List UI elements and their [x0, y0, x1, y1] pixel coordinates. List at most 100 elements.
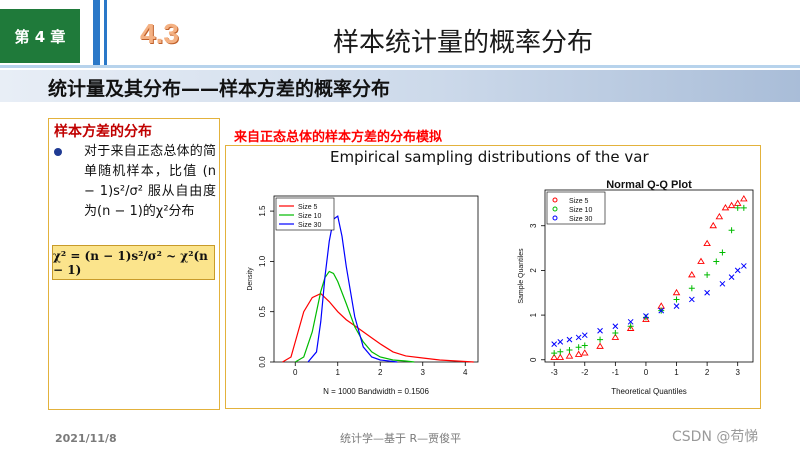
legend-swatch	[552, 215, 558, 221]
x-axis-label: N = 1000 Bandwidth = 0.1506	[323, 387, 429, 396]
header-rule	[0, 65, 800, 68]
left-body-text: 对于来自正态总体的简单随机样本，比值 (n − 1)s²/σ² 服从自由度为(n…	[84, 144, 216, 219]
legend-label: Size 10	[298, 213, 321, 220]
x-tick-label: -2	[581, 368, 589, 377]
slide-title: 样本统计量的概率分布	[333, 28, 594, 58]
series-point	[719, 280, 726, 287]
series-line	[294, 270, 415, 363]
series-point	[642, 315, 650, 323]
series-point	[688, 296, 695, 303]
series-point	[713, 258, 720, 265]
header-divider-bar-thin	[104, 0, 107, 65]
legend-label: Size 5	[298, 204, 318, 211]
x-tick-label: 0	[293, 368, 298, 377]
legend-swatch	[552, 197, 558, 203]
series-point	[721, 203, 730, 211]
series-point	[556, 353, 565, 360]
series-point	[566, 346, 573, 353]
series-point	[566, 336, 573, 343]
chapter-badge: 第 4 章	[0, 9, 80, 63]
legend-label: Size 30	[298, 222, 321, 229]
y-tick-label: 2	[529, 268, 538, 273]
legend-box	[275, 197, 335, 231]
series-line	[282, 292, 474, 363]
x-tick-label: 2	[705, 368, 710, 377]
footer-watermark: CSDN @苟悌	[672, 429, 759, 445]
series-point	[565, 352, 574, 359]
series-point	[597, 327, 603, 334]
y-tick-label: 0	[529, 357, 538, 362]
series-point	[673, 303, 680, 310]
qq-plot-title: Normal Q-Q Plot	[606, 179, 692, 191]
series-point	[626, 324, 635, 331]
x-tick-label: 1	[674, 368, 679, 377]
series-point	[740, 195, 748, 202]
series-point	[575, 334, 582, 341]
x-tick-label: 2	[378, 368, 383, 377]
y-axis-label: Density	[247, 267, 254, 291]
series-point	[727, 201, 736, 209]
y-tick-label: 1	[529, 312, 538, 317]
series-point	[704, 289, 710, 296]
series-point	[688, 271, 696, 278]
x-tick-label: 4	[463, 368, 468, 377]
series-point	[740, 204, 747, 211]
series-point	[703, 239, 711, 247]
density-chart: 0 1 2 3 4 0.0 0.5 1.0 1.5 N = 1000 Bandwidth = 0.…	[247, 195, 479, 396]
series-line	[307, 215, 398, 363]
series-point	[611, 333, 620, 340]
series-point	[658, 307, 665, 314]
footer-date: 2021/11/8	[55, 432, 117, 445]
density-plot-title: Empirical sampling distributions of the …	[330, 148, 649, 166]
series-point	[580, 349, 589, 356]
series-point	[551, 341, 558, 347]
plot-frame	[544, 189, 754, 363]
series-point	[550, 353, 558, 360]
left-heading: 样本方差的分布	[54, 124, 152, 140]
series-point	[704, 271, 711, 278]
series-point	[575, 344, 582, 351]
x-tick-label: -3	[551, 368, 559, 377]
formula-text: χ² = (n − 1)s²/σ² ~ χ²(n − 1)	[53, 248, 208, 277]
section-number: 4.3	[140, 18, 179, 49]
slide-subtitle: 统计量及其分布——样本方差的概率分布	[48, 78, 391, 100]
series-point	[733, 199, 742, 206]
series-point	[597, 336, 604, 343]
footer-source: 统计学—基于 R—贾俊平	[340, 432, 462, 445]
series-point	[697, 257, 705, 264]
series-point	[581, 342, 588, 349]
series-point	[657, 302, 666, 309]
series-point	[728, 274, 735, 280]
series-point	[551, 350, 558, 357]
series-point	[557, 348, 564, 355]
series-point	[581, 332, 588, 339]
series-point	[612, 323, 619, 330]
x-tick-label: -1	[612, 368, 620, 377]
legend-label: Size 5	[569, 198, 589, 205]
x-tick-label: 3	[735, 368, 740, 377]
legend-label: Size 10	[569, 207, 592, 214]
chart-panel	[225, 145, 761, 409]
y-tick-label: 1.0	[258, 255, 267, 267]
series-point	[627, 318, 634, 325]
series-point	[574, 350, 583, 357]
y-axis-label: Sample Quantiles	[518, 248, 525, 304]
formula-box: χ² = (n − 1)s²/σ² ~ χ²(n − 1)	[52, 245, 215, 280]
y-tick-label: 0.0	[258, 356, 267, 368]
series-point	[740, 263, 747, 269]
x-tick-label: 0	[644, 368, 649, 377]
legend-label: Size 30	[569, 216, 592, 223]
series-point	[734, 267, 741, 274]
x-axis-label: Theoretical Quantiles	[611, 387, 687, 396]
series-point	[596, 342, 604, 349]
series-point	[673, 296, 680, 303]
right-heading: 来自正态总体的样本方差的分布模拟	[234, 130, 443, 145]
series-point	[719, 249, 726, 256]
series-point	[715, 212, 724, 220]
y-tick-label: 0.5	[258, 306, 267, 318]
series-point	[728, 227, 735, 234]
series-point	[709, 221, 718, 229]
bullet-icon	[54, 148, 62, 156]
series-point	[627, 323, 634, 330]
series-point	[734, 204, 741, 211]
